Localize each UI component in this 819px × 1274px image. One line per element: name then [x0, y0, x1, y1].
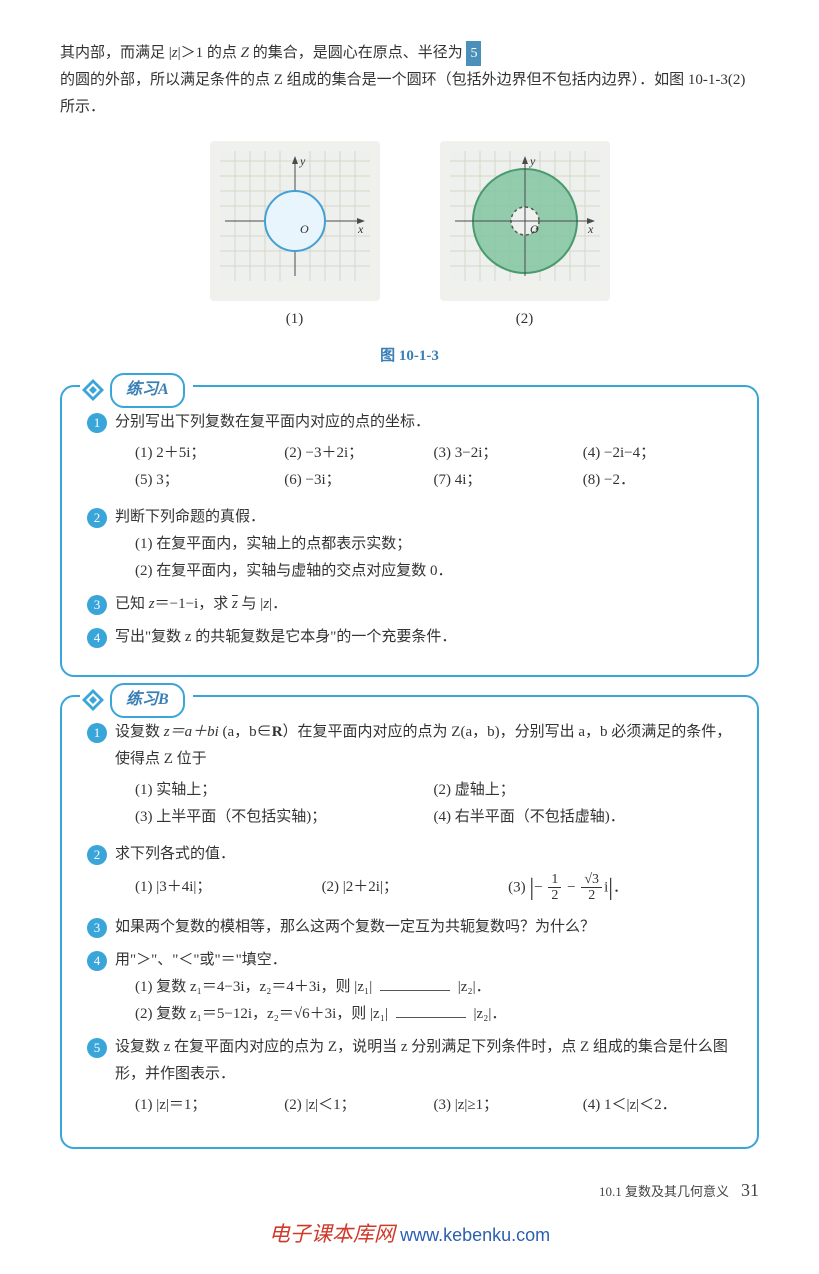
circle-number-icon: 1 — [87, 723, 107, 743]
problem-a4: 4 写出"复数 z 的共轭复数是它本身"的一个充要条件． — [87, 624, 732, 651]
highlight-badge: 5 — [466, 41, 481, 66]
problem-a1: 1 分别写出下列复数在复平面内对应的点的坐标． (1) 2＋5i；(2) −3＋… — [87, 409, 732, 498]
circle-number-icon: 3 — [87, 918, 107, 938]
page-number: 31 — [741, 1174, 759, 1206]
exercise-a-header: 练习A — [80, 373, 193, 408]
exercise-b-header: 练习B — [80, 683, 193, 718]
page-footer: 10.1 复数及其几何意义 31 — [60, 1174, 759, 1206]
svg-text:O: O — [530, 222, 539, 236]
exercise-b-title: 练习B — [110, 683, 185, 718]
diamond-icon — [80, 377, 106, 403]
figure-1: O x y — [210, 141, 380, 301]
svg-text:y: y — [299, 154, 306, 168]
exercise-a-block: 练习A 1 分别写出下列复数在复平面内对应的点的坐标． (1) 2＋5i；(2)… — [60, 385, 759, 677]
diamond-icon — [80, 687, 106, 713]
circle-number-icon: 5 — [87, 1038, 107, 1058]
exercise-a-title: 练习A — [110, 373, 185, 408]
section-label: 10.1 复数及其几何意义 — [599, 1180, 729, 1203]
problem-b4: 4 用"＞"、"＜"或"＝"填空． (1) 复数 z₁＝4−3i，z₂＝4＋3i… — [87, 947, 732, 1028]
circle-number-icon: 2 — [87, 508, 107, 528]
circle-number-icon: 3 — [87, 595, 107, 615]
svg-text:O: O — [300, 222, 309, 236]
circle-number-icon: 4 — [87, 951, 107, 971]
intro-paragraph: 其内部，而满足 |z|＞1 的点 Z 的集合，是圆心在原点、半径为 5 的圆的外… — [60, 40, 759, 121]
watermark: 电子课本库网 www.kebenku.com — [60, 1216, 759, 1254]
problem-a3: 3 已知 z＝−1−i，求 z 与 |z|． — [87, 591, 732, 618]
problem-a2: 2 判断下列命题的真假． (1) 在复平面内，实轴上的点都表示实数； (2) 在… — [87, 504, 732, 585]
figure-row: O x y (1) — [60, 141, 759, 333]
svg-text:x: x — [587, 222, 594, 236]
exercise-b-block: 练习B 1 设复数 z＝a＋bi (a，b∈R）在复平面内对应的点为 Z(a，b… — [60, 695, 759, 1149]
figure-2-label: (2) — [440, 306, 610, 333]
problem-b1: 1 设复数 z＝a＋bi (a，b∈R）在复平面内对应的点为 Z(a，b)，分别… — [87, 719, 732, 835]
problem-b3: 3 如果两个复数的模相等，那么这两个复数一定互为共轭复数吗？为什么？ — [87, 914, 732, 941]
circle-number-icon: 2 — [87, 845, 107, 865]
figure-caption: 图 10-1-3 — [60, 343, 759, 370]
circle-number-icon: 4 — [87, 628, 107, 648]
svg-text:x: x — [357, 222, 364, 236]
figure-2: O x y — [440, 141, 610, 301]
circle-number-icon: 1 — [87, 413, 107, 433]
svg-text:y: y — [529, 154, 536, 168]
problem-b2: 2 求下列各式的值． (1) |3＋4i|； (2) |2＋2i|； (3) |… — [87, 841, 732, 908]
figure-1-label: (1) — [210, 306, 380, 333]
problem-b5: 5 设复数 z 在复平面内对应的点为 Z，说明当 z 分别满足下列条件时，点 Z… — [87, 1034, 732, 1123]
